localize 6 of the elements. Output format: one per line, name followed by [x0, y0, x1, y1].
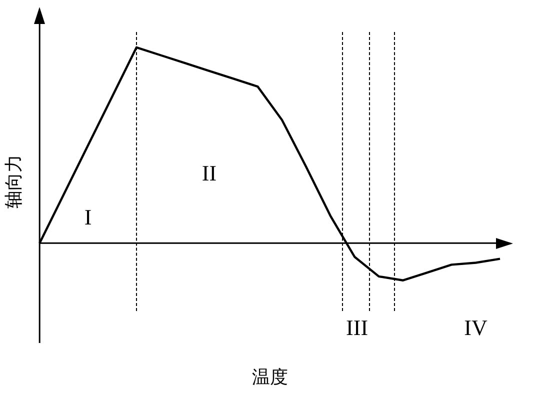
text: IV: [464, 315, 488, 340]
y-axis-title: 轴向力: [3, 154, 24, 208]
annotation: II: [202, 160, 217, 186]
text: III: [346, 315, 368, 340]
annotation: I: [84, 204, 92, 230]
x-axis-title: 温度: [252, 366, 288, 388]
